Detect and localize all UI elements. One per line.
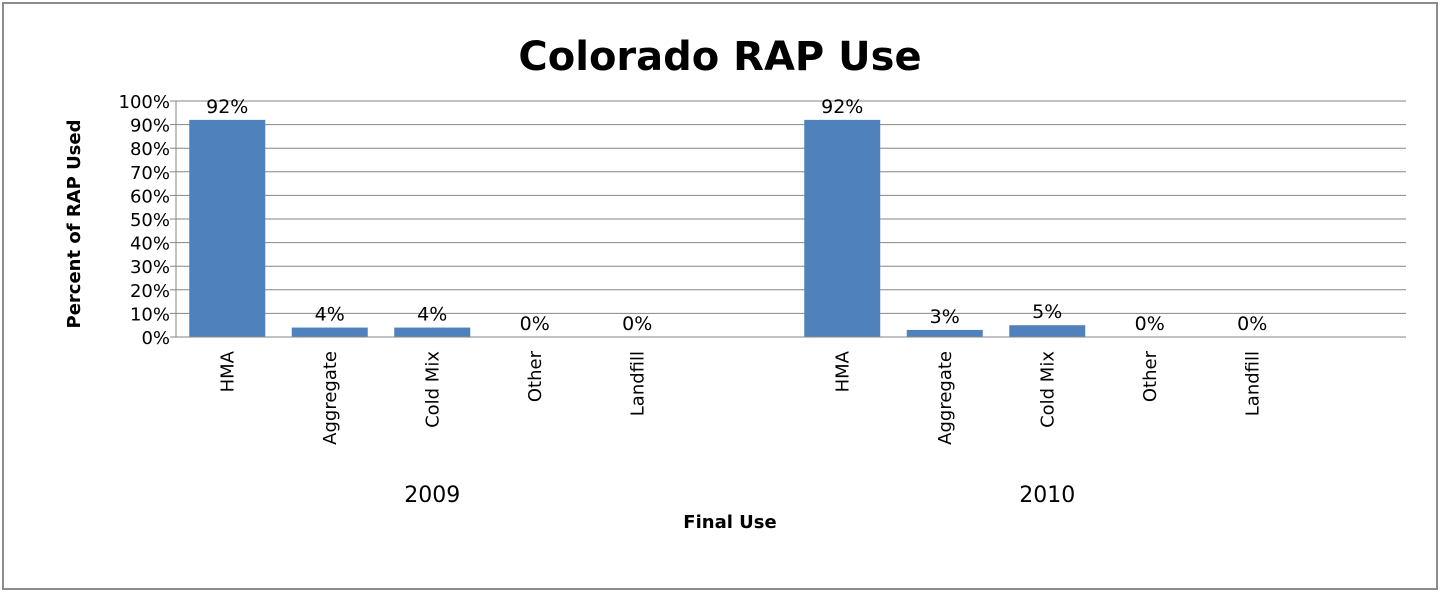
bar: [189, 119, 266, 337]
x-tick-label: HMA: [217, 350, 238, 392]
data-label: 5%: [1032, 301, 1062, 323]
y-axis-title: Percent of RAP Used: [64, 120, 85, 329]
bar: [1009, 325, 1086, 337]
x-tick-label: Cold Mix: [422, 351, 443, 428]
x-tick-label: HMA: [832, 350, 853, 392]
data-label: 0%: [1135, 313, 1165, 335]
group-label: 2010: [1019, 483, 1075, 508]
data-label: 0%: [622, 313, 652, 335]
y-tick-label: 20%: [130, 281, 170, 302]
y-tick-label: 60%: [130, 186, 170, 207]
bar: [394, 327, 471, 337]
y-tick-label: 70%: [130, 163, 170, 184]
x-tick-label: Other: [1140, 350, 1161, 402]
data-labels: 92% 4% 4% 0% 0% 92% 3% 5% 0% 0%: [206, 96, 1267, 335]
data-label: 92%: [206, 96, 248, 118]
y-tick-label: 100%: [119, 92, 170, 113]
data-label: 0%: [520, 313, 550, 335]
data-label: 3%: [930, 306, 960, 328]
data-label: 4%: [417, 304, 447, 326]
y-tick-label: 80%: [130, 139, 170, 160]
x-tick-label: Cold Mix: [1037, 351, 1058, 428]
group-label: 2009: [404, 483, 460, 508]
x-tick-label: Other: [525, 350, 546, 402]
y-tick-label: 50%: [130, 210, 170, 231]
bar: [906, 329, 983, 337]
x-tick-label: Aggregate: [320, 351, 341, 445]
x-tick-label: Aggregate: [935, 351, 956, 445]
chart-title: Colorado RAP Use: [518, 34, 921, 80]
y-tick-label: 90%: [130, 116, 170, 137]
x-axis-title: Final Use: [683, 512, 776, 533]
axes: 0% 10%20% 30%40% 50% 60%70% 80%90% 100% HMA Aggr…: [119, 92, 1406, 508]
gridlines: [176, 100, 1406, 338]
data-label: 92%: [821, 96, 863, 118]
bar: [291, 327, 368, 337]
bars: [189, 119, 1086, 337]
y-tick-label: 0%: [141, 328, 170, 349]
y-tick-label: 40%: [130, 234, 170, 255]
data-label: 4%: [315, 304, 345, 326]
data-label: 0%: [1237, 313, 1267, 335]
bar: [804, 119, 881, 337]
x-tick-label: Landfill: [627, 351, 648, 416]
y-tick-label: 10%: [130, 304, 170, 325]
x-tick-label: Landfill: [1242, 351, 1263, 416]
y-tick-label: 30%: [130, 257, 170, 278]
